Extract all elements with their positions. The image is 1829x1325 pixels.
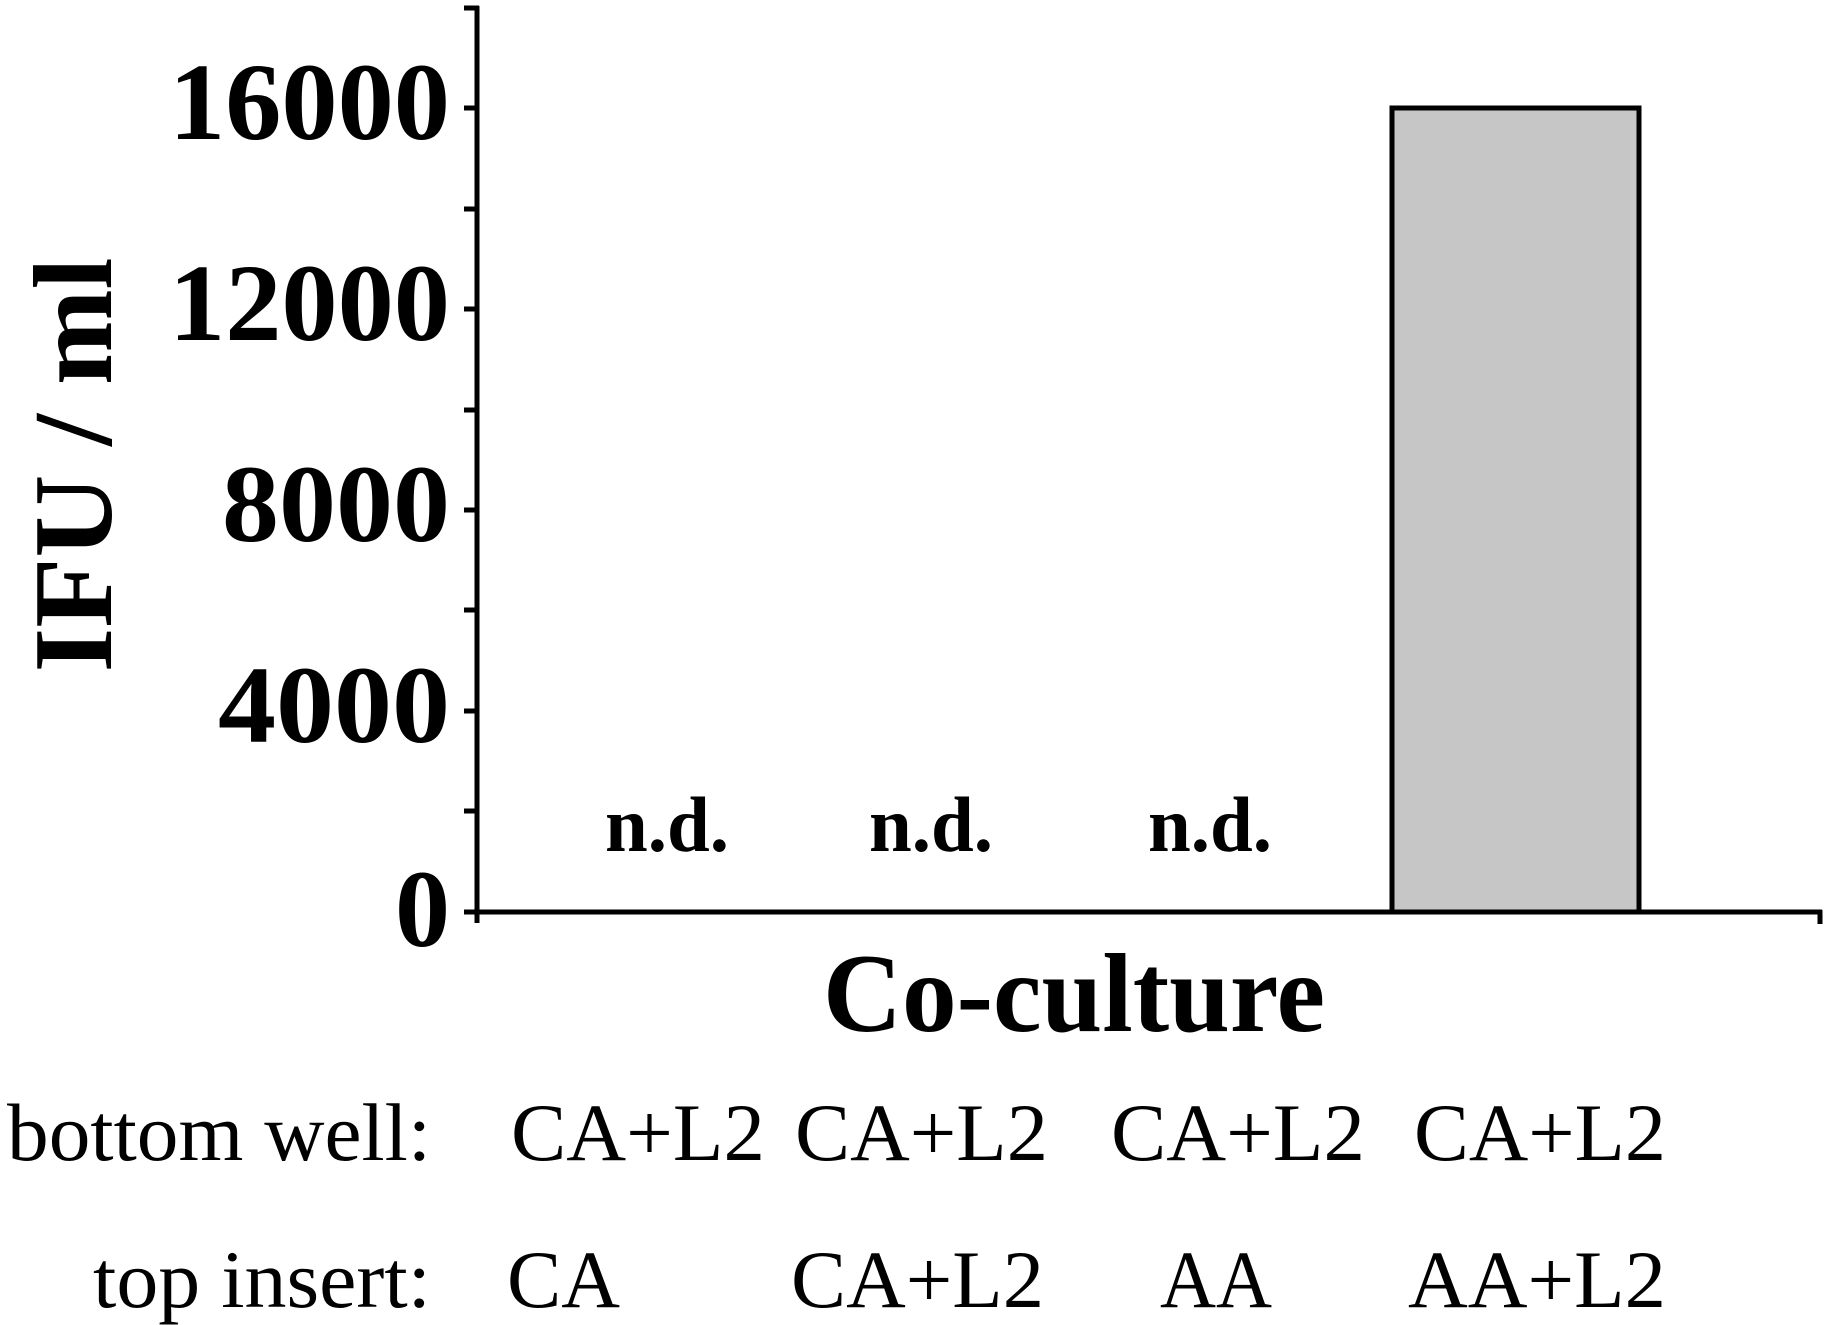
top-insert-value-4: AA+L2 [1408, 1234, 1666, 1325]
y-tick-label-0: 0 [395, 848, 450, 970]
y-axis-label: IFU / ml [12, 258, 136, 673]
nd-label-1: n.d. [605, 781, 729, 868]
top-insert-row: top insert: CA CA+L2 AA AA+L2 [93, 1234, 1666, 1325]
top-insert-value-2: CA+L2 [791, 1234, 1044, 1325]
top-insert-value-3: AA [1160, 1234, 1272, 1325]
bottom-well-label: bottom well: [7, 1087, 431, 1178]
bottom-well-value-4: CA+L2 [1414, 1087, 1666, 1178]
bottom-well-value-2: CA+L2 [795, 1087, 1048, 1178]
y-tick-label-12000: 12000 [169, 242, 450, 364]
y-ticks [464, 5, 479, 915]
top-insert-value-1: CA [507, 1234, 620, 1325]
bar-aa-l2 [1389, 105, 1642, 915]
y-tick-label-8000: 8000 [222, 443, 450, 565]
top-insert-label: top insert: [93, 1234, 431, 1325]
bottom-well-row: bottom well: CA+L2 CA+L2 CA+L2 CA+L2 [7, 1087, 1666, 1178]
nd-label-2: n.d. [869, 781, 993, 868]
bottom-well-value-3: CA+L2 [1111, 1087, 1365, 1178]
y-tick-label-16000: 16000 [169, 41, 450, 163]
x-axis-label: Co-culture [823, 932, 1325, 1056]
y-tick-labels: 16000 12000 8000 4000 0 [169, 41, 450, 970]
bottom-well-value-1: CA+L2 [511, 1087, 765, 1178]
y-tick-label-4000: 4000 [218, 644, 450, 766]
nd-annotations: n.d. n.d. n.d. [605, 781, 1272, 868]
nd-label-3: n.d. [1148, 781, 1272, 868]
